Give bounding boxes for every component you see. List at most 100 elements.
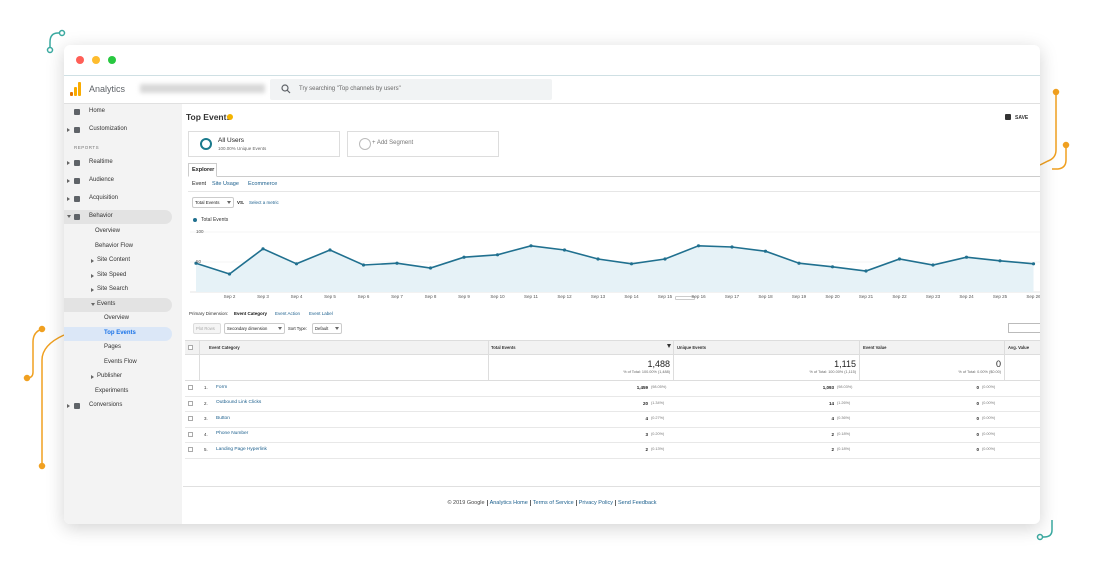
- column-header[interactable]: Total Events: [491, 344, 516, 350]
- sort-dropdown[interactable]: [312, 323, 342, 334]
- deco-dot: [38, 325, 46, 333]
- nav-item[interactable]: Overview: [104, 315, 130, 322]
- cell-pct: (0.00%): [982, 400, 996, 405]
- nav-item[interactable]: Experiments: [95, 387, 129, 394]
- x-tick-label: Sep 3: [257, 294, 269, 299]
- nav-item[interactable]: Realtime: [89, 159, 113, 166]
- nav-item[interactable]: Overview: [95, 228, 121, 235]
- nav-item[interactable]: Behavior: [89, 213, 113, 220]
- select-metric[interactable]: Select a metric: [249, 199, 279, 205]
- y-tick-label: 50: [196, 259, 202, 264]
- nav-item[interactable]: Events Flow: [104, 358, 137, 365]
- row-checkbox[interactable]: [188, 416, 193, 422]
- dimension-option[interactable]: Event Label: [309, 311, 333, 317]
- segment-box[interactable]: [188, 131, 340, 157]
- cell-value: 3: [645, 431, 648, 437]
- x-tick-label: Sep 18: [758, 294, 773, 299]
- row-border: [185, 426, 1040, 428]
- subtab[interactable]: Event: [192, 181, 207, 188]
- tab-label[interactable]: Explorer: [192, 166, 215, 173]
- column-header[interactable]: Unique Events: [677, 344, 707, 350]
- column-divider: [488, 340, 489, 380]
- row-label[interactable]: Landing Page Hyperlink: [216, 446, 267, 452]
- tab-border: [188, 176, 1040, 177]
- nav-item[interactable]: Customization: [89, 126, 128, 133]
- cell-value: 1,093: [822, 385, 834, 391]
- footer-border: [183, 486, 1040, 487]
- nav-item[interactable]: Pages: [104, 344, 122, 351]
- nav-icon: [74, 178, 80, 184]
- minimize-button[interactable]: [92, 56, 100, 64]
- subtab[interactable]: Ecommerce: [248, 181, 278, 188]
- column-header[interactable]: Event Value: [863, 344, 887, 350]
- deco-line: [41, 334, 65, 466]
- footer-link[interactable]: Privacy Policy: [575, 500, 615, 506]
- cell-pct: (0.20%): [651, 431, 665, 436]
- table-search[interactable]: [1008, 323, 1040, 333]
- nav-item[interactable]: Conversions: [89, 402, 123, 409]
- point: [529, 244, 533, 248]
- save-icon: [1005, 114, 1011, 120]
- x-tick-label: Sep 4: [291, 294, 303, 299]
- row-checkbox[interactable]: [188, 431, 193, 437]
- nav-item[interactable]: Events: [97, 300, 116, 307]
- segment-name[interactable]: + Add Segment: [372, 140, 414, 147]
- nav-item[interactable]: Behavior Flow: [95, 242, 134, 249]
- footer-link[interactable]: Terms of Service: [529, 500, 576, 506]
- cell-value: 0: [976, 416, 979, 422]
- row-checkbox[interactable]: [188, 400, 193, 406]
- sort-value: Default: [315, 325, 329, 331]
- save-button[interactable]: SAVE: [1015, 114, 1029, 121]
- point: [998, 259, 1002, 263]
- nav-arrow: [67, 197, 70, 201]
- chart-slider[interactable]: [675, 296, 695, 300]
- nav-arrow: [67, 179, 70, 183]
- footer-link[interactable]: Analytics Home: [486, 500, 530, 506]
- maximize-button[interactable]: [108, 56, 116, 64]
- x-tick-label: Sep 16: [691, 294, 706, 299]
- copyright: © 2019 Google: [447, 500, 485, 506]
- x-tick-label: Sep 15: [658, 294, 673, 299]
- x-tick-label: Sep 5: [324, 294, 336, 299]
- nav-item[interactable]: Audience: [89, 177, 115, 184]
- column-divider: [673, 340, 674, 380]
- legend-dot: [193, 218, 197, 222]
- row-label[interactable]: Button: [216, 415, 230, 421]
- search-placeholder[interactable]: Try searching "Top channels by users": [299, 85, 401, 92]
- header-checkbox[interactable]: [188, 345, 193, 350]
- metric-dropdown[interactable]: [192, 197, 234, 208]
- cell-pct: (0.13%): [651, 447, 665, 452]
- row-label[interactable]: Phone Number: [216, 431, 249, 437]
- logo: [74, 87, 77, 96]
- footer-link[interactable]: Send Feedback: [614, 500, 659, 506]
- column-header[interactable]: Event Category: [209, 344, 240, 350]
- total-note: % of Total: 100.00% (1,488): [623, 369, 670, 374]
- nav-item[interactable]: Site Search: [97, 286, 129, 293]
- nav-arrow: [278, 326, 282, 330]
- nav-item[interactable]: Site Content: [97, 257, 131, 264]
- row-label[interactable]: Outbound Link Clicks: [216, 400, 262, 406]
- secondary-dropdown[interactable]: [224, 323, 285, 334]
- nav-item[interactable]: Acquisition: [89, 195, 119, 202]
- point: [294, 262, 299, 266]
- nav-item[interactable]: Publisher: [97, 373, 123, 380]
- close-button[interactable]: [76, 56, 84, 64]
- nav-item[interactable]: Home: [89, 108, 106, 115]
- subtab[interactable]: Site Usage: [212, 181, 239, 188]
- dimension-option[interactable]: Event Category: [234, 311, 268, 317]
- nav-item[interactable]: Top Events: [104, 329, 136, 336]
- total-note: % of Total: 0.00% ($0.00): [958, 369, 1001, 374]
- row-checkbox[interactable]: [188, 385, 193, 391]
- search-box[interactable]: [270, 79, 552, 100]
- cell-pct: (0.00%): [982, 431, 996, 436]
- segment-box[interactable]: [347, 131, 499, 157]
- column-header[interactable]: Avg. Value: [1008, 344, 1030, 350]
- row-checkbox[interactable]: [188, 447, 193, 453]
- plot-rows-button[interactable]: [193, 323, 221, 334]
- nav-item[interactable]: Site Speed: [97, 271, 127, 278]
- segment-name: All Users: [218, 137, 245, 145]
- row-label[interactable]: Form: [216, 384, 228, 390]
- table-header: [185, 340, 1040, 355]
- dimension-option[interactable]: Event Action: [275, 311, 301, 317]
- deco-dot: [58, 29, 66, 37]
